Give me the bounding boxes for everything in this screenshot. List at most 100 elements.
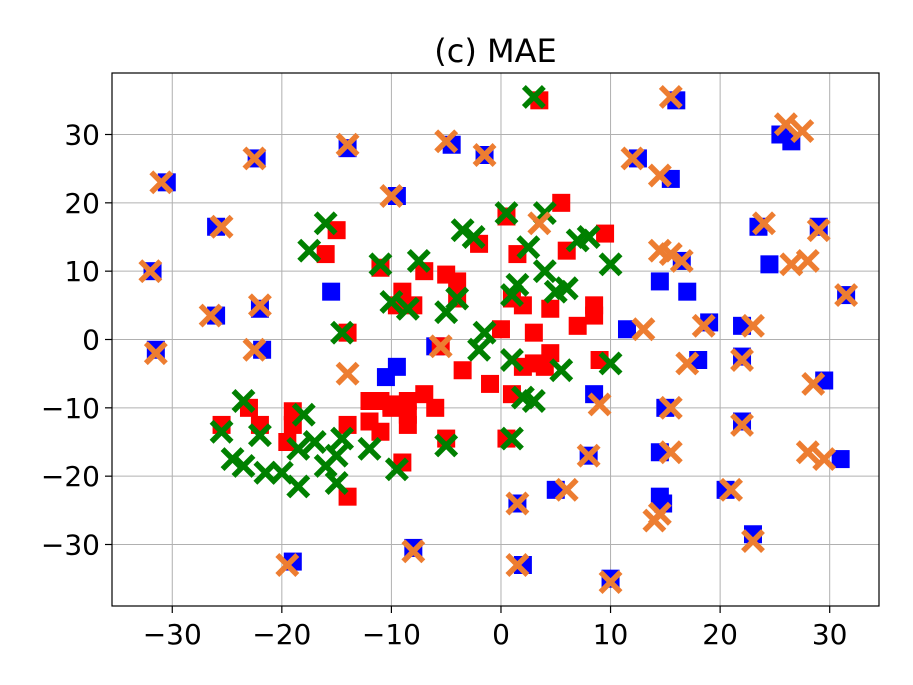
data-point [379, 289, 404, 314]
data-point [576, 225, 601, 249]
data-point [330, 426, 355, 451]
data-point [669, 248, 694, 273]
data-point [620, 146, 645, 171]
data-point [773, 112, 798, 137]
y-tick-label: −30 [41, 529, 100, 562]
data-point [357, 436, 382, 461]
x-tick-label: −10 [362, 618, 421, 651]
data-point [387, 357, 406, 376]
chart-title: (c) MAE [434, 32, 556, 70]
y-tick-label: −20 [41, 460, 100, 493]
data-point [576, 443, 601, 468]
data-point [598, 252, 623, 277]
x-tick-label: 10 [593, 618, 629, 651]
data-point [415, 385, 434, 404]
data-point [242, 146, 267, 171]
data-point [675, 351, 700, 376]
x-tick-label: 30 [812, 618, 848, 651]
grid-lines [112, 73, 879, 606]
data-point [371, 422, 390, 441]
data-point [532, 259, 557, 284]
data-point [568, 316, 587, 335]
data-point [198, 303, 223, 328]
data-points [138, 84, 859, 595]
data-point [330, 320, 355, 345]
data-point [812, 447, 837, 472]
data-point [231, 389, 256, 413]
data-point [445, 286, 470, 311]
data-point [508, 245, 527, 264]
data-point [360, 392, 379, 410]
data-point [752, 211, 776, 236]
y-tick-label: 0 [82, 324, 100, 357]
data-point [415, 262, 434, 281]
data-point [691, 313, 716, 338]
data-point [327, 221, 346, 240]
data-point [678, 282, 697, 301]
data-point [382, 398, 401, 417]
data-point [658, 84, 683, 109]
data-point [143, 341, 168, 366]
x-tick-label: 20 [702, 618, 738, 651]
data-point [647, 163, 672, 188]
data-point [335, 361, 360, 386]
x-tick-label: −30 [143, 618, 202, 651]
data-point [384, 457, 409, 482]
data-point [209, 419, 234, 444]
data-point [231, 453, 256, 478]
data-point [461, 225, 486, 249]
data-point [585, 306, 604, 325]
axis-ticks: −30 −20 −10 0 10 20 30 −30 −20 −10 0 10 20 30 [41, 119, 848, 652]
data-point [481, 374, 500, 393]
data-point [642, 508, 667, 533]
data-point [434, 129, 459, 154]
y-tick-label: −10 [41, 392, 100, 425]
data-point [278, 433, 297, 451]
data-point [398, 405, 417, 424]
data-point [242, 337, 267, 362]
data-point [598, 570, 623, 595]
data-point [831, 450, 850, 469]
data-point [541, 344, 560, 363]
data-point [658, 242, 683, 267]
data-point [286, 436, 311, 461]
data-point [505, 491, 530, 516]
data-point [719, 477, 744, 502]
data-point [313, 453, 338, 478]
data-point [741, 529, 765, 554]
y-tick-label: 20 [64, 187, 100, 220]
data-point [247, 293, 272, 318]
data-point [434, 433, 459, 458]
data-point [149, 170, 174, 195]
data-point [806, 218, 831, 243]
data-point [395, 296, 420, 321]
data-point [220, 447, 245, 472]
data-point [596, 224, 615, 243]
data-point [286, 474, 311, 499]
data-point [631, 317, 656, 342]
data-point [448, 272, 467, 291]
data-point [472, 143, 497, 167]
data-point [316, 245, 335, 264]
data-point [247, 423, 272, 448]
data-point [505, 553, 530, 577]
data-point [322, 282, 341, 301]
data-point [467, 337, 492, 362]
data-point [730, 348, 754, 372]
data-point [313, 211, 338, 236]
data-point [426, 398, 445, 417]
data-point [617, 320, 636, 339]
data-point [658, 395, 683, 420]
data-point [790, 119, 815, 144]
data-point [335, 132, 360, 157]
x-tick-label: 0 [492, 618, 510, 651]
data-point [730, 412, 754, 437]
data-point [379, 184, 404, 208]
data-point [585, 385, 604, 404]
data-point [275, 553, 300, 577]
data-point [428, 334, 453, 359]
data-point [516, 235, 541, 260]
data-point [801, 371, 826, 396]
data-point [297, 238, 322, 263]
